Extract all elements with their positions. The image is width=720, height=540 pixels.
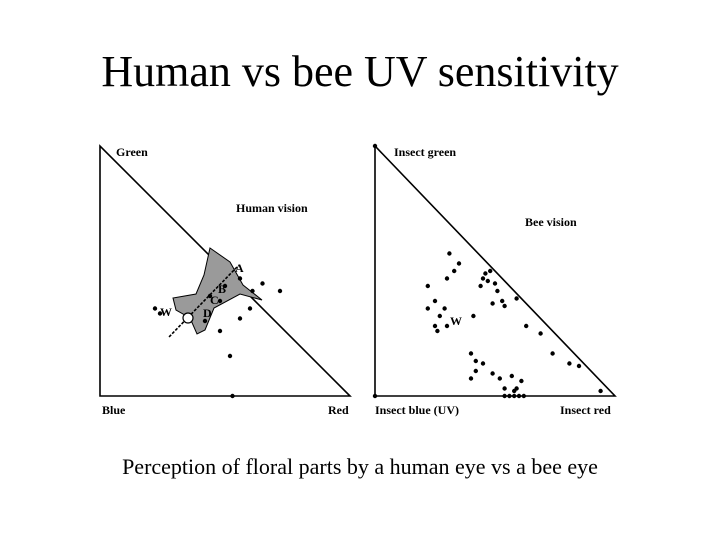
bee-data-point xyxy=(468,351,474,356)
bee-vision-panel: Insect green Insect blue (UV) Insect red… xyxy=(372,143,617,417)
bee-panel-title: Bee vision xyxy=(525,215,577,229)
human-point-label-c: C xyxy=(210,293,219,307)
bee-data-point xyxy=(492,281,498,286)
bee-corner-bottom-right-label: Insect red xyxy=(560,403,611,417)
bee-data-point xyxy=(490,371,495,376)
human-point-label-a: A xyxy=(235,261,244,275)
bee-data-point xyxy=(514,296,519,301)
human-data-point xyxy=(227,353,233,359)
human-data-point xyxy=(202,318,208,324)
bee-data-point xyxy=(452,268,457,274)
human-data-point xyxy=(260,281,265,286)
bee-data-point xyxy=(538,331,543,336)
bee-data-point xyxy=(497,376,502,381)
bee-data-point xyxy=(576,363,582,369)
bee-data-point xyxy=(480,361,486,366)
bee-data-point xyxy=(598,388,603,394)
human-point-label-b: B xyxy=(218,282,226,296)
bee-data-point xyxy=(516,393,522,399)
bee-data-point xyxy=(507,393,512,399)
bee-data-point xyxy=(488,268,493,274)
bee-data-point xyxy=(478,283,483,289)
human-data-point xyxy=(247,306,253,311)
human-point-label-d: D xyxy=(203,306,212,320)
bee-data-point xyxy=(372,143,378,149)
human-data-point xyxy=(237,316,243,321)
bee-data-point xyxy=(495,288,500,294)
human-panel-title: Human vision xyxy=(236,201,308,215)
bee-corner-bottom-left-label: Insect blue (UV) xyxy=(375,403,459,417)
bee-data-point xyxy=(502,303,507,309)
triangle-figures: Green Blue Red Human vision A B C D W In… xyxy=(0,130,720,430)
bee-data-point xyxy=(524,323,529,329)
bee-data-point xyxy=(490,301,495,306)
bee-data-point xyxy=(425,283,430,289)
bee-data-point xyxy=(432,298,438,304)
human-daylight-locus xyxy=(167,266,238,339)
bee-data-point xyxy=(485,278,490,284)
slide-title: Human vs bee UV sensitivity xyxy=(101,47,619,96)
bee-corner-top-label: Insect green xyxy=(394,145,456,159)
bee-data-point xyxy=(521,393,526,399)
human-data-point xyxy=(237,276,243,281)
bee-data-point xyxy=(514,386,519,391)
bee-data-point xyxy=(425,306,430,311)
bee-point-label-w: W xyxy=(450,314,462,328)
human-data-point xyxy=(217,298,223,304)
bee-data-point xyxy=(456,261,462,266)
bee-data-point xyxy=(473,358,478,364)
bee-data-point xyxy=(550,351,555,356)
bee-data-point xyxy=(432,323,438,329)
bee-data-point xyxy=(471,313,476,319)
bee-data-point xyxy=(444,323,450,329)
bee-data-point xyxy=(519,378,524,384)
bee-data-point xyxy=(502,386,507,391)
human-data-point xyxy=(277,288,283,294)
human-corner-top-label: Green xyxy=(116,145,148,159)
bee-data-point xyxy=(567,361,572,366)
bee-data-point xyxy=(447,251,452,256)
human-white-point xyxy=(182,312,194,324)
human-data-points xyxy=(152,276,283,399)
bee-data-point xyxy=(500,298,505,304)
bee-data-point xyxy=(442,306,447,311)
human-data-point xyxy=(230,393,235,399)
human-point-label-w: W xyxy=(160,305,172,319)
human-corner-bottom-right-label: Red xyxy=(328,403,349,417)
bee-data-points xyxy=(372,143,603,399)
chromaticity-diagrams: Green Blue Red Human vision A B C D W In… xyxy=(99,143,617,417)
bee-data-point xyxy=(372,393,378,399)
bee-data-point xyxy=(473,368,478,374)
human-data-point xyxy=(157,311,163,316)
human-corner-bottom-left-label: Blue xyxy=(102,403,126,417)
bee-data-point xyxy=(435,328,440,334)
bee-data-point xyxy=(480,276,486,281)
bee-data-point xyxy=(437,313,442,319)
bee-data-point xyxy=(502,393,507,399)
human-vision-panel: Green Blue Red Human vision A B C D W xyxy=(99,144,352,417)
bee-data-point xyxy=(483,271,488,276)
bee-data-point xyxy=(468,376,474,381)
human-data-point xyxy=(207,293,213,299)
bee-triangle-axes xyxy=(374,144,617,397)
human-data-point xyxy=(152,306,158,311)
human-data-point xyxy=(250,288,255,294)
bee-data-point xyxy=(512,393,517,399)
bee-data-point xyxy=(509,373,514,379)
human-floral-color-region xyxy=(172,247,263,335)
slide-caption: Perception of floral parts by a human ey… xyxy=(122,454,598,479)
human-data-point xyxy=(222,283,228,289)
human-data-point xyxy=(217,328,223,334)
bee-data-point xyxy=(444,276,450,281)
